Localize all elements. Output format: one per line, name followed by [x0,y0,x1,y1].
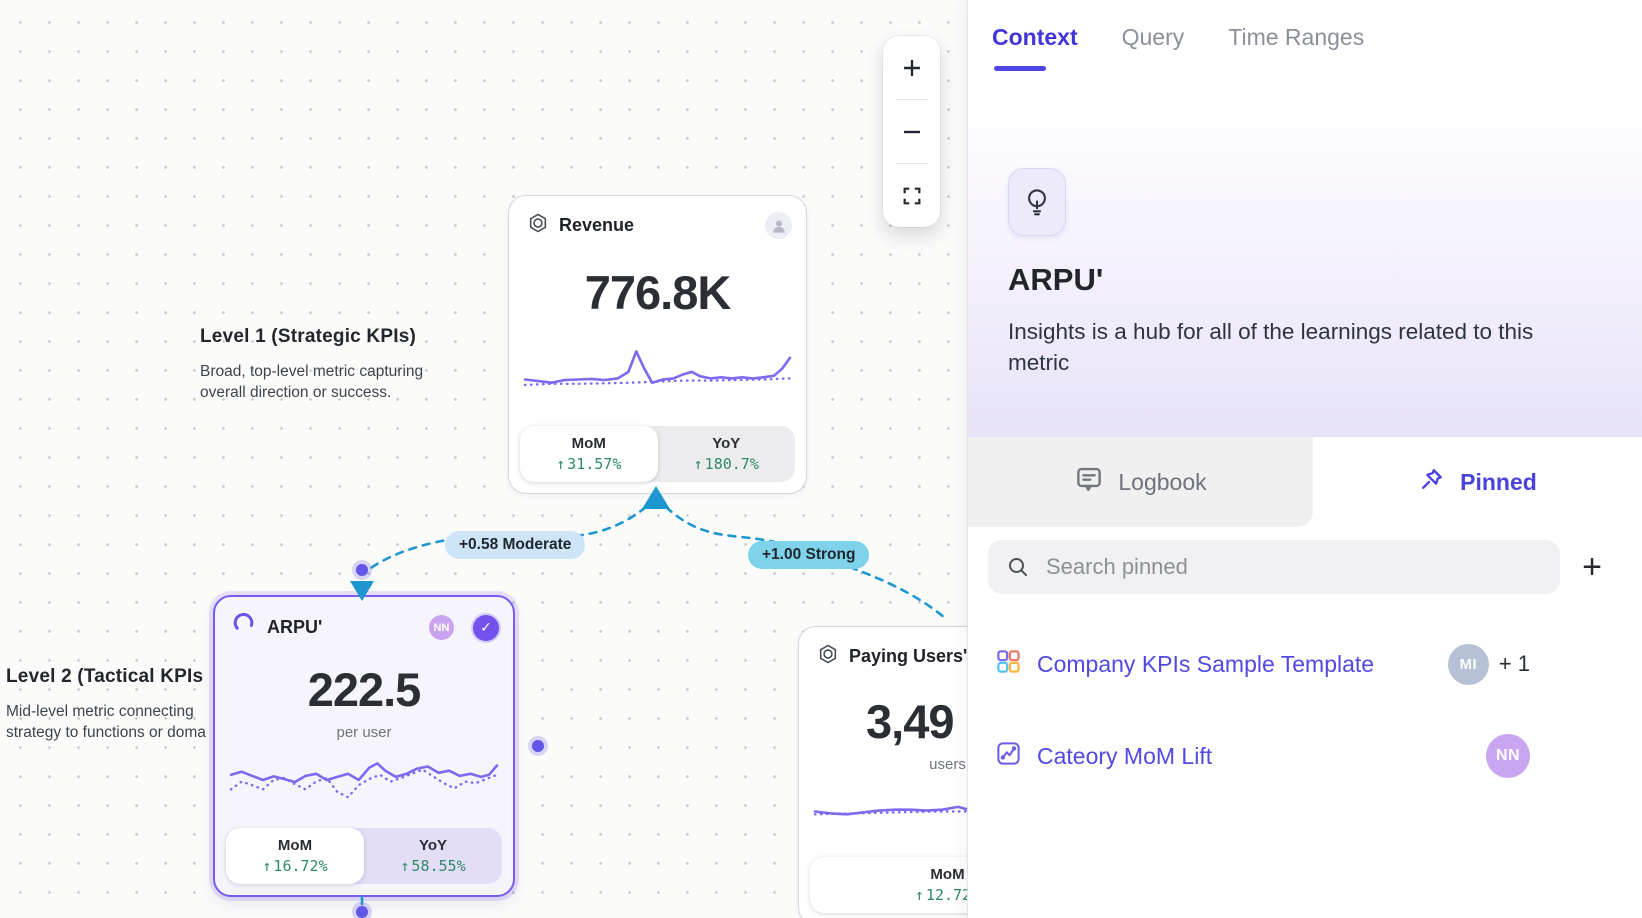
insights-lightbulb-icon [1008,168,1066,236]
mom-stat[interactable]: MoM ↑ 31.57% [520,426,658,482]
metric-tree-canvas[interactable]: Level 1 (Strategic KPIs) Broad, top-leve… [0,0,1097,918]
tab-time-ranges[interactable]: Time Ranges [1228,24,1365,50]
metric-hexagon-icon [527,212,549,239]
card-title: Revenue [559,215,635,235]
collaborator-avatar: NN [429,615,454,640]
level-title: Level 1 (Strategic KPIs) [200,326,416,347]
up-arrow-icon: ↑ [914,886,924,904]
add-pinned-button[interactable]: + [1566,541,1618,593]
pinned-item-link[interactable]: Cateory MoM Lift [1037,742,1213,769]
level-1-label: Level 1 (Strategic KPIs) Broad, top-leve… [200,326,423,403]
card-title: Paying Users' [849,646,968,666]
panel-tabs: Context Query Time Ranges [968,0,1642,90]
metric-card-arpu[interactable]: ARPU' NN ✓ 222.5 per user MoM ↑ 16.72% Yo… [213,595,515,897]
metric-arc-icon [233,613,257,642]
level-title: Level 2 (Tactical KPIs [6,666,204,687]
tab-context[interactable]: Context [992,24,1078,90]
owner-avatar-icon [765,212,792,239]
tab-pinned[interactable]: Pinned [1313,437,1642,527]
card-header: Paying Users' [799,627,1096,670]
metric-hero: ARPU' Insights is a hub for all of the l… [968,90,1642,437]
metric-value: 222.5 [307,663,422,716]
up-arrow-icon: ↑ [400,857,410,875]
connection-handle [532,740,544,752]
yoy-stat[interactable]: YoY ↑ 180.7% [693,435,759,473]
zoom-out-button[interactable] [883,100,940,163]
zoom-in-button[interactable] [883,36,940,99]
panel-metric-title: ARPU' [1008,262,1104,297]
metric-unit: per user [336,724,392,741]
extra-collaborators-count: + 1 [1498,651,1530,676]
card-header: Revenue [509,196,806,239]
avatar: NN [1486,734,1530,778]
metric-hexagon-icon [817,643,839,670]
tab-logbook[interactable]: Logbook [968,437,1313,527]
connection-handle [356,564,368,576]
divider [894,163,929,164]
pushpin-icon [1418,465,1446,499]
metric-card-revenue[interactable]: Revenue 776.8K MoM ↑ 31.57% YoY ↑ 180.7% [508,195,807,494]
search-pinned-input[interactable] [1044,553,1560,581]
verified-check-icon: ✓ [473,614,499,641]
zoom-toolbar [883,36,940,227]
stats-row: MoM ↑ 16.72% YoY ↑ 58.55% [226,828,502,884]
pinned-item-template[interactable]: Company KPIs Sample Template MI + 1 [968,640,1642,688]
up-arrow-icon: ↑ [693,455,703,473]
divider [894,99,929,100]
pinned-list: Company KPIs Sample Template MI + 1 Cate… [968,640,1642,780]
edge-label-strong[interactable]: +1.00 Strong [748,541,870,569]
pinned-item-link[interactable]: Company KPIs Sample Template [1037,650,1375,677]
up-arrow-icon: ↑ [556,455,566,473]
card-title: ARPU' [267,617,323,637]
avatar: MI [1447,643,1489,685]
panel-subtabs: Logbook Pinned [968,437,1642,527]
level-description: Broad, top-level metric capturing overal… [200,363,424,401]
search-icon [1009,558,1027,576]
card-header: ARPU' NN ✓ [215,597,513,642]
logbook-comment-icon [1074,464,1104,500]
metric-value: 776.8K [584,266,732,319]
metric-value: 3,49 [866,695,954,748]
stats-row: MoM ↑ 31.57% YoY ↑ 180.7% [520,426,795,482]
fit-view-button[interactable] [883,164,940,227]
tab-query[interactable]: Query [1121,24,1185,50]
search-row: + [968,540,1642,594]
search-pinned-box[interactable] [988,540,1560,594]
pinned-item-chart[interactable]: Cateory MoM Lift NN [968,732,1642,780]
template-grid-icon [995,648,1022,680]
panel-metric-description: Insights is a hub for all of the learnin… [1008,319,1534,375]
edge-label-moderate[interactable]: +0.58 Moderate [445,531,586,559]
mom-stat[interactable]: MoM ↑ 16.72% [226,828,364,884]
level-2-label: Level 2 (Tactical KPIs Mid-level metric … [6,666,206,743]
connection-handle [356,906,368,918]
sparkline-chart [229,762,499,799]
details-panel: Context Query Time Ranges ARPU' Insights… [967,0,1642,918]
chart-icon [995,740,1022,772]
up-arrow-icon: ↑ [262,857,272,875]
level-description: Mid-level metric connecting strategy to … [6,703,206,741]
yoy-stat[interactable]: YoY ↑ 58.55% [400,837,466,875]
sparkline-chart [523,350,792,387]
metric-unit: users [929,756,966,773]
